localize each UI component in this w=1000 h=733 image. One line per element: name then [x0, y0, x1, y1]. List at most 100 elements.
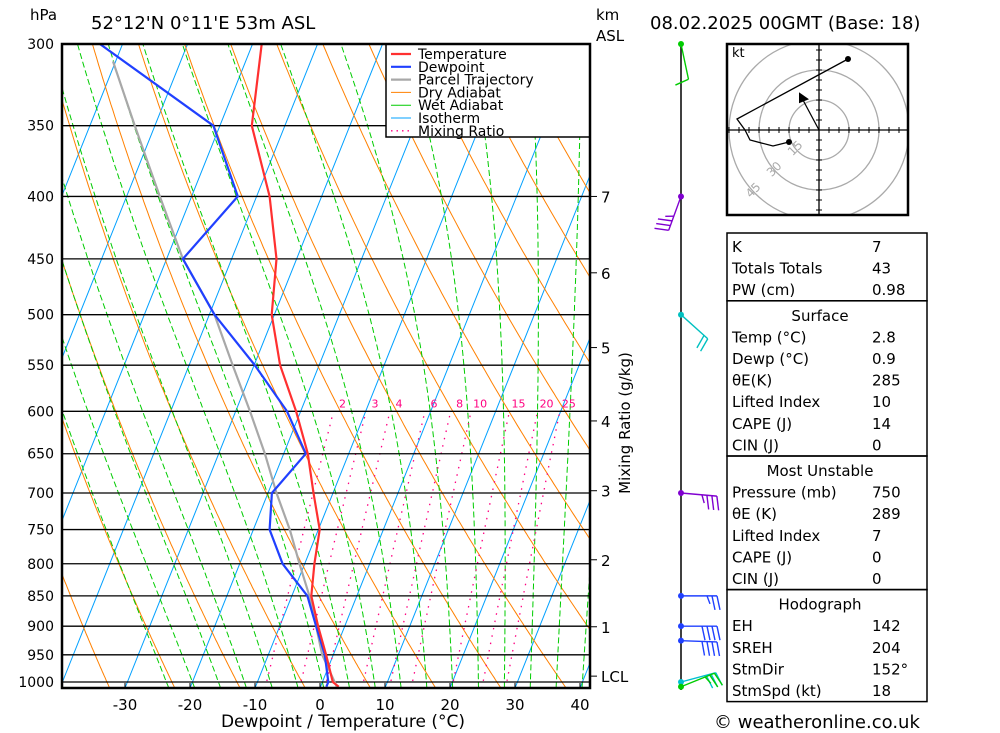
wet-adiabat-line	[107, 44, 325, 688]
pressure-tick-label: 400	[27, 189, 54, 205]
wet-adiabat-line	[76, 44, 299, 688]
wind-barb	[654, 193, 684, 231]
storm-motion-vector	[801, 97, 820, 131]
wind-level-dot	[678, 41, 684, 47]
dry-adiabat-line	[368, 44, 590, 452]
mixing-ratio-label: 3	[372, 397, 379, 410]
indices-box	[726, 588, 928, 703]
wind-barb-feather	[701, 641, 706, 656]
wind-barb-feather	[675, 78, 689, 86]
run-time-title: 08.02.2025 00GMT (Base: 18)	[650, 13, 920, 34]
wind-barb-feather	[656, 222, 671, 227]
wet-adiabat-line	[62, 258, 222, 688]
most-unstable-row-label: CAPE (J)	[732, 548, 792, 566]
wind-barb-staff	[680, 639, 718, 643]
mixing-ratio-axis-label: Mixing Ratio (g/kg)	[616, 352, 634, 494]
wind-barb-feather	[657, 218, 673, 222]
x-tick-label: 0	[315, 696, 325, 714]
wind-barb-feather	[711, 595, 716, 611]
dry-adiabat-line	[62, 258, 241, 688]
height-asl-label: ASL	[596, 27, 625, 45]
pressure-tick-label: 350	[27, 119, 54, 135]
most-unstable-row-value: 750	[872, 484, 901, 502]
mixing-ratio-label: 25	[562, 397, 576, 410]
x-tick-label: -10	[243, 696, 268, 714]
x-tick-label: -30	[113, 696, 138, 714]
mixing-ratio-label: 8	[456, 397, 463, 410]
pressure-tick-label: 900	[27, 619, 54, 635]
wind-level-dot	[678, 683, 684, 690]
most-unstable-section-title: Most Unstable	[767, 462, 874, 480]
most-unstable-row-value: 7	[872, 527, 882, 545]
km-tick-label: 3	[601, 483, 611, 501]
isotherm-line	[449, 336, 590, 688]
km-tick-label: LCL	[601, 668, 629, 686]
wind-barb-feather	[716, 595, 721, 611]
dry-adiabat-line	[917, 37, 1000, 688]
hodograph-frame	[725, 42, 910, 217]
isotherm-line	[384, 174, 590, 688]
dry-adiabat-line	[322, 44, 590, 540]
mixing-ratio-label: 2	[339, 397, 346, 410]
wind-level-dot	[678, 193, 684, 200]
index-row-value: 0.98	[872, 281, 905, 299]
hodograph-row-label: EH	[732, 617, 753, 635]
pressure-tick-label: 550	[27, 358, 54, 374]
most-unstable-row-value: 0	[872, 548, 882, 566]
mixing-ratio-line	[264, 411, 335, 688]
wind-barb-feather	[706, 626, 711, 641]
x-axis-label: Dewpoint / Temperature (°C)	[221, 712, 465, 732]
surface-row-value: 0.9	[872, 350, 896, 368]
dry-adiabat-line	[91, 44, 372, 688]
wind-barb	[678, 489, 720, 511]
km-tick-label: 4	[601, 413, 611, 431]
hodograph-row-label: SREH	[732, 639, 773, 657]
x-tick-label: 30	[505, 696, 524, 714]
surface-row-label: CAPE (J)	[732, 415, 792, 433]
surface-row-label: θE(K)	[732, 372, 772, 390]
most-unstable-row-value: 0	[872, 570, 882, 588]
wind-barb-staff	[680, 672, 716, 683]
index-row-label: Totals Totals	[731, 260, 823, 278]
surface-row-label: Dewp (°C)	[732, 350, 809, 368]
dry-adiabat-line	[825, 37, 1000, 688]
wet-adiabat-line	[62, 85, 273, 688]
mixing-ratio-line	[324, 411, 391, 688]
dry-adiabat-line	[62, 97, 306, 688]
wind-level-dot	[678, 623, 684, 630]
wind-level-dot	[678, 679, 684, 685]
pressure-tick-label: 1000	[18, 675, 54, 691]
mixing-ratio-line	[410, 411, 472, 688]
indices-table: K 7 Totals Totals 43 PW (cm) 0.98 Surface Temp …	[726, 232, 928, 703]
wet-adiabat-line	[142, 44, 351, 688]
hodograph-end-dot	[845, 56, 851, 62]
wind-barb-staff	[680, 43, 690, 80]
x-tick-label: 20	[440, 696, 459, 714]
wet-adiabat-line	[280, 44, 428, 688]
temperature-line	[250, 44, 340, 688]
most-unstable-row-label: Lifted Index	[732, 527, 820, 545]
pressure-unit-label: hPa	[30, 6, 57, 24]
surface-row-value: 0	[872, 436, 882, 454]
wind-barb	[678, 637, 721, 657]
surface-section-title: Surface	[791, 307, 848, 325]
wind-barb-staff	[680, 492, 717, 497]
isotherm-line	[62, 44, 254, 522]
surface-row-value: 14	[872, 415, 891, 433]
pressure-tick-label: 850	[27, 589, 54, 605]
wet-adiabat-line	[555, 44, 582, 688]
wind-barb-feather	[709, 674, 719, 688]
surface-row-label: Lifted Index	[732, 393, 820, 411]
mixing-ratio-line	[451, 411, 511, 688]
wet-adiabat-line	[470, 44, 506, 688]
dry-adiabat-line	[460, 44, 590, 279]
dry-adiabat-line	[276, 44, 590, 631]
km-tick-label: 2	[601, 552, 611, 570]
wind-barb-feather	[711, 641, 716, 656]
isotherm-line	[254, 44, 514, 688]
wind-barb	[678, 311, 709, 352]
wet-adiabat-line	[62, 176, 247, 688]
